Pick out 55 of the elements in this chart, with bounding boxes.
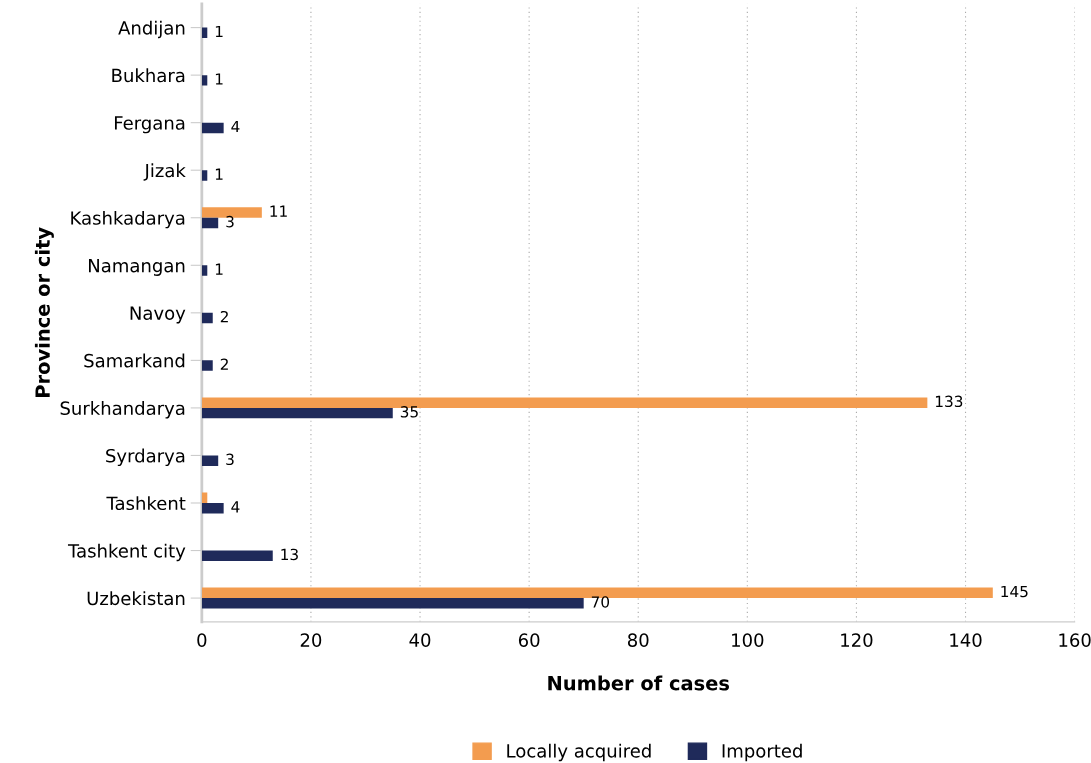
x-tick-label: 80 bbox=[627, 633, 649, 647]
bar bbox=[201, 312, 213, 324]
x-tick-label: 20 bbox=[300, 633, 322, 647]
x-tick-label: 140 bbox=[950, 633, 982, 647]
data-label: 2 bbox=[220, 358, 228, 370]
y-axis-title: Province or city bbox=[34, 227, 54, 397]
bar bbox=[201, 217, 219, 229]
bar bbox=[201, 75, 208, 86]
data-label: 3 bbox=[226, 453, 234, 466]
bar bbox=[201, 598, 584, 609]
data-label: 2 bbox=[220, 310, 228, 323]
y-tick-label: Fergana bbox=[114, 116, 185, 134]
y-tick-label: Bukhara bbox=[112, 68, 185, 83]
data-label: 3 bbox=[226, 215, 234, 228]
data-label: 145 bbox=[1001, 585, 1028, 598]
bar bbox=[201, 397, 928, 408]
y-tick-label: Andijan bbox=[118, 20, 185, 39]
y-tick-label: Kashkadarya bbox=[71, 210, 185, 229]
x-tick-label: 120 bbox=[841, 633, 873, 647]
data-label: 35 bbox=[400, 406, 418, 418]
data-label: 1 bbox=[215, 168, 223, 180]
x-tick-label: 40 bbox=[409, 633, 431, 647]
legend-label: Imported bbox=[722, 743, 802, 762]
data-label: 1 bbox=[215, 25, 223, 38]
bar bbox=[201, 550, 273, 561]
data-label: 4 bbox=[231, 120, 240, 133]
x-tick-label: 0 bbox=[197, 633, 207, 647]
x-axis-title: Number of cases bbox=[548, 675, 730, 691]
data-label: 133 bbox=[935, 395, 963, 408]
bar bbox=[201, 455, 219, 466]
bar bbox=[201, 265, 208, 276]
bar bbox=[201, 122, 224, 134]
y-tick-label: Tashkent city bbox=[67, 543, 186, 562]
x-tick-label: 160 bbox=[1059, 633, 1091, 647]
y-tick-label: Surkhandarya bbox=[60, 401, 185, 419]
data-label: 11 bbox=[270, 205, 287, 217]
x-tick-label: 60 bbox=[518, 633, 540, 647]
data-label: 1 bbox=[215, 263, 223, 275]
bar bbox=[201, 170, 208, 181]
y-tick-label: Samarkand bbox=[84, 353, 185, 368]
y-tick-label: Syrdarya bbox=[106, 448, 185, 467]
bar bbox=[201, 407, 393, 419]
bar bbox=[201, 360, 213, 371]
y-tick-label: Tashkent bbox=[106, 496, 186, 511]
y-tick-label: Namangan bbox=[89, 258, 185, 276]
y-tick-label: Jizak bbox=[143, 163, 186, 181]
data-label: 1 bbox=[215, 73, 223, 85]
data-label: 13 bbox=[281, 548, 298, 561]
bar bbox=[201, 502, 224, 514]
data-label: 4 bbox=[231, 501, 240, 513]
y-tick-label: Uzbekistan bbox=[87, 591, 185, 606]
y-tick-label: Navoy bbox=[130, 306, 186, 324]
data-label: 70 bbox=[591, 596, 610, 608]
legend-label: Locally acquired bbox=[507, 743, 651, 762]
x-tick-label: 100 bbox=[732, 633, 764, 647]
